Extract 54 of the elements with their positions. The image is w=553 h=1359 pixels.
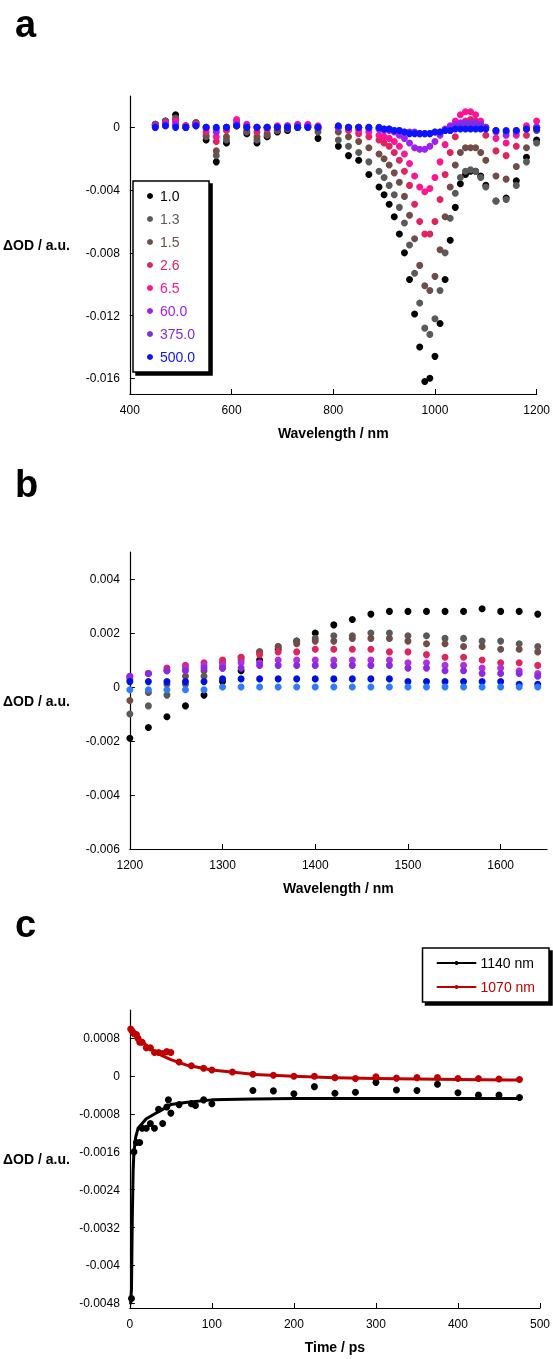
x-tick-label: 400 (119, 403, 141, 417)
legend-label: 6.5 (160, 280, 180, 296)
legend-label: 1.5 (160, 234, 180, 250)
y-tick-label: -0.0024 (79, 1182, 121, 1197)
y-tick-label: -0.016 (85, 371, 121, 386)
chart-title: a (15, 3, 37, 45)
y-tick-label: -0.0008 (79, 1107, 121, 1122)
y-axis-title: ΔOD / a.u. (2, 237, 70, 253)
y-tick-label: -0.0032 (79, 1220, 121, 1235)
y-tick-label: -0.012 (85, 308, 121, 323)
y-tick-label: -0.008 (85, 245, 121, 260)
y-tick-label: 0.0008 (83, 1031, 121, 1046)
y-tick-label: -0.002 (85, 734, 121, 748)
x-tick-label: 600 (221, 403, 242, 417)
y-tick-label: -0.004 (85, 788, 121, 802)
y-tick-label: -0.0048 (79, 1296, 121, 1311)
x-tick-label: 1500 (394, 858, 422, 872)
x-tick-label: 400 (447, 1317, 469, 1331)
y-tick-label: -0.004 (85, 1258, 121, 1273)
x-tick-label: 1600 (487, 858, 515, 872)
chart-title: b (15, 463, 39, 505)
y-tick-label: 0.004 (89, 572, 121, 586)
legend-label: 500.0 (160, 349, 196, 365)
y-tick-label: 0.002 (89, 626, 121, 640)
legend-label: 1.3 (160, 211, 180, 227)
y-tick-label: -0.006 (85, 842, 121, 856)
y-tick-label: -0.004 (85, 183, 121, 198)
y-tick-label: 0 (113, 680, 121, 694)
chart-title: c (15, 903, 37, 945)
x-axis-title: Time / ps (304, 1339, 366, 1355)
y-tick-label: 0 (113, 120, 121, 135)
x-tick-label: 1000 (421, 403, 449, 417)
y-axis-title: ΔOD / a.u. (2, 692, 70, 709)
legend-label: 2.6 (160, 257, 180, 273)
x-tick-label: 800 (323, 403, 344, 417)
y-axis-title: ΔOD / a.u. (2, 1151, 70, 1167)
x-tick-label: 1400 (301, 858, 329, 872)
x-tick-label: 300 (365, 1317, 387, 1331)
legend-label: 375.0 (160, 326, 196, 342)
x-axis-title: Wavelength / nm (283, 880, 394, 896)
x-tick-label: 1200 (523, 403, 551, 417)
x-tick-label: 1300 (209, 858, 237, 872)
x-tick-label: 100 (201, 1317, 223, 1331)
x-tick-label: 500 (529, 1317, 551, 1331)
legend-label: 1140 nm (480, 955, 534, 971)
legend-label: 60.0 (160, 303, 188, 319)
legend-label: 1070 nm (480, 979, 535, 995)
y-tick-label: -0.0016 (79, 1144, 121, 1159)
y-tick-label: 0 (113, 1069, 121, 1084)
x-tick-label: 0 (126, 1317, 134, 1331)
legend-label: 1.0 (160, 188, 180, 204)
x-tick-label: 1200 (116, 858, 144, 872)
x-tick-label: 200 (283, 1317, 305, 1331)
x-axis-title: Wavelength / nm (277, 425, 389, 441)
